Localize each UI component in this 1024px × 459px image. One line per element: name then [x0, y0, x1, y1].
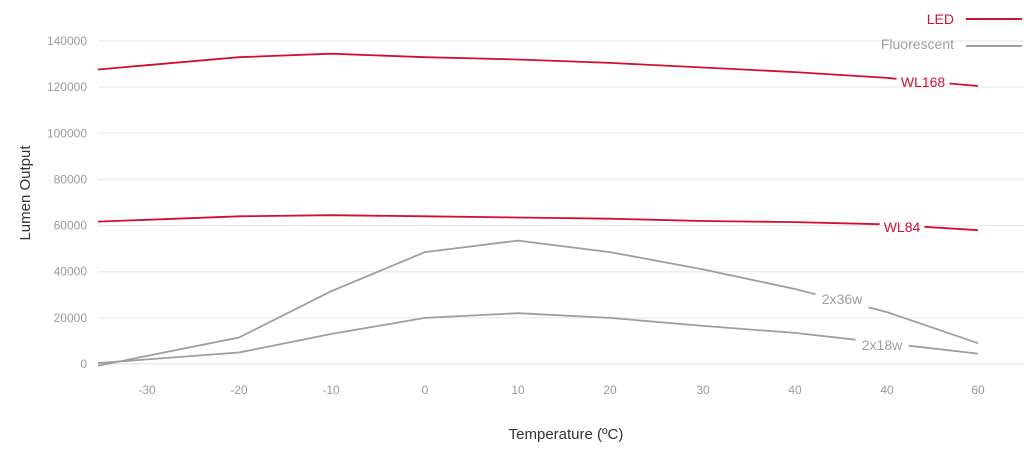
- x-tick-label: -20: [230, 383, 248, 397]
- y-tick-label: 20000: [54, 311, 88, 325]
- y-tick-label: 40000: [54, 265, 88, 279]
- x-tick-label: 10: [511, 383, 525, 397]
- series-line-2x36w: [97, 239, 816, 367]
- y-tick-label: 0: [80, 357, 87, 371]
- y-tick-label: 60000: [54, 219, 88, 233]
- x-axis-ticks: -30 -20 -10 0 10 20 30 40 40 60: [138, 383, 985, 397]
- series-2x18w: 2x18w: [97, 312, 979, 364]
- x-tick-label: 30: [696, 383, 710, 397]
- x-tick-label: 20: [603, 383, 617, 397]
- y-axis-ticks: 0 20000 40000 60000 80000 100000 120000 140000: [47, 34, 87, 371]
- series-label-wl84: WL84: [884, 219, 921, 235]
- legend-entry-fluorescent: Fluorescent: [881, 36, 1022, 52]
- series-wl168: WL168: [97, 52, 979, 90]
- series-label-2x18w: 2x18w: [862, 337, 903, 353]
- series-line-tail-wl168: [949, 82, 979, 87]
- series-line-wl84: [97, 214, 880, 226]
- x-tick-label: 40: [788, 383, 802, 397]
- x-tick-label: 60: [971, 383, 985, 397]
- series-line-tail-2x36w: [868, 306, 979, 345]
- y-tick-label: 100000: [47, 126, 87, 140]
- legend-entry-led: LED: [927, 11, 1022, 27]
- y-tick-label: 80000: [54, 172, 88, 186]
- grid-lines: [98, 40, 1024, 319]
- x-tick-label: -30: [138, 383, 156, 397]
- y-tick-label: 120000: [47, 80, 87, 94]
- legend: LED Fluorescent: [881, 11, 1022, 52]
- y-axis-title: Lumen Output: [17, 145, 34, 241]
- x-axis-title: Temperature (ºC): [509, 426, 624, 443]
- x-tick-label: -10: [322, 383, 340, 397]
- series-wl84: WL84: [97, 214, 979, 235]
- series-2x36w: 2x36w: [97, 239, 979, 367]
- series-line-tail-2x18w: [908, 344, 979, 355]
- x-tick-label: 0: [422, 383, 429, 397]
- series-label-2x36w: 2x36w: [822, 291, 863, 307]
- series-label-wl168: WL168: [901, 74, 946, 90]
- legend-label: LED: [927, 11, 954, 27]
- series-lines: WL168 WL84 2x36w 2x18w: [97, 52, 979, 367]
- series-line-tail-wl84: [924, 225, 979, 232]
- legend-label: Fluorescent: [881, 36, 954, 52]
- x-tick-label: 40: [880, 383, 894, 397]
- series-line-wl168: [97, 52, 897, 80]
- series-line-2x18w: [97, 312, 856, 364]
- y-tick-label: 140000: [47, 34, 87, 48]
